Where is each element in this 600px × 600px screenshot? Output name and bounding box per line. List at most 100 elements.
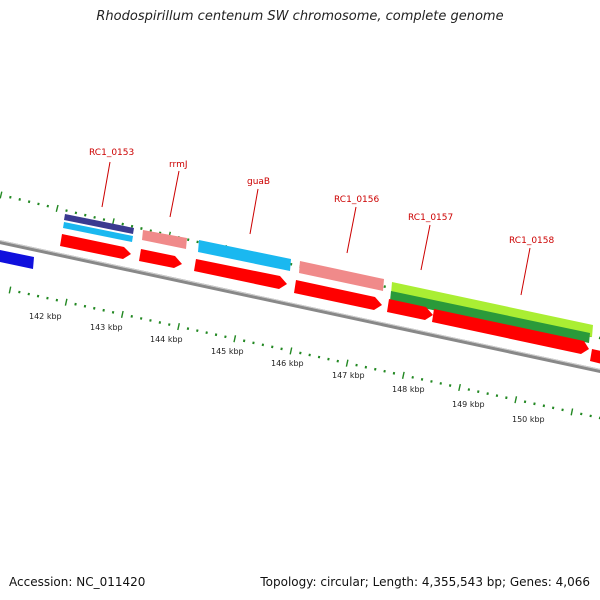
inner-tick <box>139 317 143 320</box>
outer-tick <box>186 238 190 242</box>
cds-arrow-3[interactable] <box>194 259 287 289</box>
outer-tick <box>121 222 124 226</box>
inner-tick <box>401 371 405 379</box>
inner-tick <box>130 314 133 318</box>
inner-tick <box>261 343 265 347</box>
inner-tick <box>242 339 246 343</box>
outer-tick <box>9 195 12 199</box>
inner-tick <box>233 335 237 343</box>
kbp-label-150: 150 kbp <box>512 415 545 424</box>
leader-guab <box>249 188 259 235</box>
inner-tick <box>458 383 461 392</box>
gene-label-rrmj[interactable]: rrmJ <box>169 160 188 170</box>
inner-tick <box>36 294 40 298</box>
topology-text: Topology: circular; Length: 4,355,543 bp… <box>260 575 590 589</box>
inner-tick <box>411 375 414 379</box>
inner-tick <box>252 341 255 345</box>
inner-tick <box>580 412 583 416</box>
inner-tick <box>505 396 508 400</box>
gene-label-rc1-0153[interactable]: RC1_0153 <box>89 148 134 158</box>
inner-tick <box>205 331 208 335</box>
inner-tick <box>514 396 518 404</box>
feature-salmon-2[interactable] <box>299 261 384 291</box>
outer-tick <box>140 227 143 230</box>
kbp-label-145: 145 kbp <box>211 347 244 356</box>
cds-track <box>0 234 600 365</box>
inner-tick <box>317 355 321 359</box>
outer-tick <box>102 218 106 221</box>
leader-rc1-0157 <box>420 224 431 271</box>
cds-arrow-6[interactable] <box>432 309 589 354</box>
gene-labels: RC1_0153 rrmJ guaB RC1_0156 RC1_0157 RC1… <box>89 148 554 246</box>
inner-tick <box>308 353 311 357</box>
outer-tick <box>18 198 21 201</box>
outer-tick <box>55 204 59 212</box>
kbp-label-143: 143 kbp <box>90 323 123 332</box>
inner-tick <box>120 310 124 318</box>
inner-tick <box>186 327 190 331</box>
inner-tick <box>149 319 152 322</box>
inner-tick <box>55 298 59 302</box>
inner-tick <box>214 333 218 337</box>
kbp-label-149: 149 kbp <box>452 400 485 409</box>
kbp-label-146: 146 kbp <box>271 359 304 368</box>
inner-tick <box>177 323 180 331</box>
inner-tick <box>533 402 536 406</box>
inner-tick <box>102 308 105 312</box>
inner-tick <box>196 329 199 333</box>
inner-tick <box>327 357 330 361</box>
inner-tick <box>64 298 68 306</box>
outer-tick <box>130 224 134 228</box>
feature-green[interactable] <box>390 291 590 343</box>
outer-tick <box>196 240 199 244</box>
inner-tick <box>364 365 368 369</box>
outer-tick <box>84 213 87 217</box>
inner-tick <box>168 323 171 326</box>
inner-tick <box>18 290 21 294</box>
inner-tick <box>27 292 30 296</box>
cds-arrow-1[interactable] <box>60 234 131 259</box>
gene-label-rc1-0158[interactable]: RC1_0158 <box>509 236 554 246</box>
inner-tick <box>448 384 452 387</box>
inner-tick <box>589 414 592 418</box>
inner-tick <box>299 351 302 355</box>
feature-navy[interactable] <box>64 214 134 234</box>
inner-tick <box>46 296 49 300</box>
outer-tick <box>27 200 31 204</box>
inner-tick <box>111 310 115 314</box>
kbp-label-144: 144 kbp <box>150 335 183 344</box>
cds-arrow-2[interactable] <box>139 249 182 268</box>
outer-tick <box>0 191 3 199</box>
inner-tick <box>392 371 396 375</box>
cds-blue[interactable] <box>0 250 34 269</box>
inner-tick <box>158 321 162 324</box>
feature-cyan-2[interactable] <box>198 240 291 271</box>
kbp-label-147: 147 kbp <box>332 371 365 380</box>
gene-label-rc1-0157[interactable]: RC1_0157 <box>408 213 453 223</box>
map-title: Rhodospirillum centenum SW chromosome, c… <box>96 9 504 24</box>
cds-arrow-7[interactable] <box>590 349 600 365</box>
cds-arrow-5[interactable] <box>387 299 433 320</box>
inner-tick <box>561 408 564 412</box>
inner-tick <box>83 304 87 308</box>
inner-tick <box>420 377 424 381</box>
inner-tick <box>495 394 499 398</box>
inner-tick <box>523 400 527 404</box>
gene-label-rc1-0156[interactable]: RC1_0156 <box>334 195 379 205</box>
chromosome-backbone-highlight <box>0 240 600 370</box>
inner-tick <box>345 359 349 367</box>
cds-arrow-4[interactable] <box>294 280 382 310</box>
leader-rrmj <box>169 170 180 218</box>
inner-tick <box>383 369 386 373</box>
kbp-label-142: 142 kbp <box>29 312 62 321</box>
feature-cyan-1[interactable] <box>63 222 133 242</box>
chromosome-backbone <box>0 240 600 373</box>
gene-label-guab[interactable]: guaB <box>247 177 270 187</box>
inner-tick <box>551 406 555 410</box>
outer-tick <box>74 211 78 215</box>
accession-text: Accession: NC_011420 <box>9 575 146 589</box>
leader-rc1-0158 <box>520 247 531 296</box>
feature-salmon-1[interactable] <box>142 230 187 249</box>
leader-rc1-0156 <box>346 206 357 254</box>
